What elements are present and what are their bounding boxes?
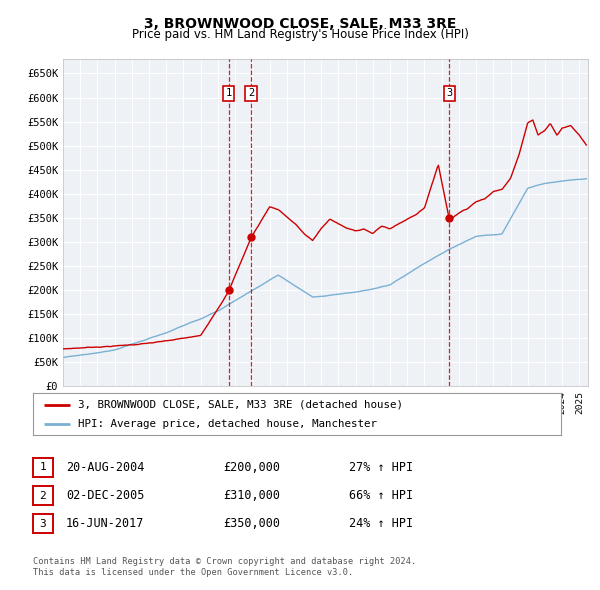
- Text: 66% ↑ HPI: 66% ↑ HPI: [349, 489, 413, 502]
- Text: £200,000: £200,000: [223, 461, 281, 474]
- Text: 3: 3: [40, 519, 46, 529]
- Text: 27% ↑ HPI: 27% ↑ HPI: [349, 461, 413, 474]
- Text: 3, BROWNWOOD CLOSE, SALE, M33 3RE: 3, BROWNWOOD CLOSE, SALE, M33 3RE: [144, 17, 456, 31]
- Text: 20-AUG-2004: 20-AUG-2004: [66, 461, 144, 474]
- Text: Contains HM Land Registry data © Crown copyright and database right 2024.: Contains HM Land Registry data © Crown c…: [33, 558, 416, 566]
- Text: 2: 2: [40, 491, 46, 500]
- Text: Price paid vs. HM Land Registry's House Price Index (HPI): Price paid vs. HM Land Registry's House …: [131, 28, 469, 41]
- Text: £310,000: £310,000: [223, 489, 281, 502]
- Text: 1: 1: [40, 463, 46, 472]
- Text: 16-JUN-2017: 16-JUN-2017: [66, 517, 144, 530]
- Text: 3, BROWNWOOD CLOSE, SALE, M33 3RE (detached house): 3, BROWNWOOD CLOSE, SALE, M33 3RE (detac…: [78, 400, 403, 410]
- Text: This data is licensed under the Open Government Licence v3.0.: This data is licensed under the Open Gov…: [33, 568, 353, 577]
- Text: £350,000: £350,000: [223, 517, 281, 530]
- Text: HPI: Average price, detached house, Manchester: HPI: Average price, detached house, Manc…: [78, 418, 377, 428]
- Text: 3: 3: [446, 88, 452, 99]
- Text: 2: 2: [248, 88, 254, 99]
- Text: 24% ↑ HPI: 24% ↑ HPI: [349, 517, 413, 530]
- Text: 02-DEC-2005: 02-DEC-2005: [66, 489, 144, 502]
- Text: 1: 1: [226, 88, 232, 99]
